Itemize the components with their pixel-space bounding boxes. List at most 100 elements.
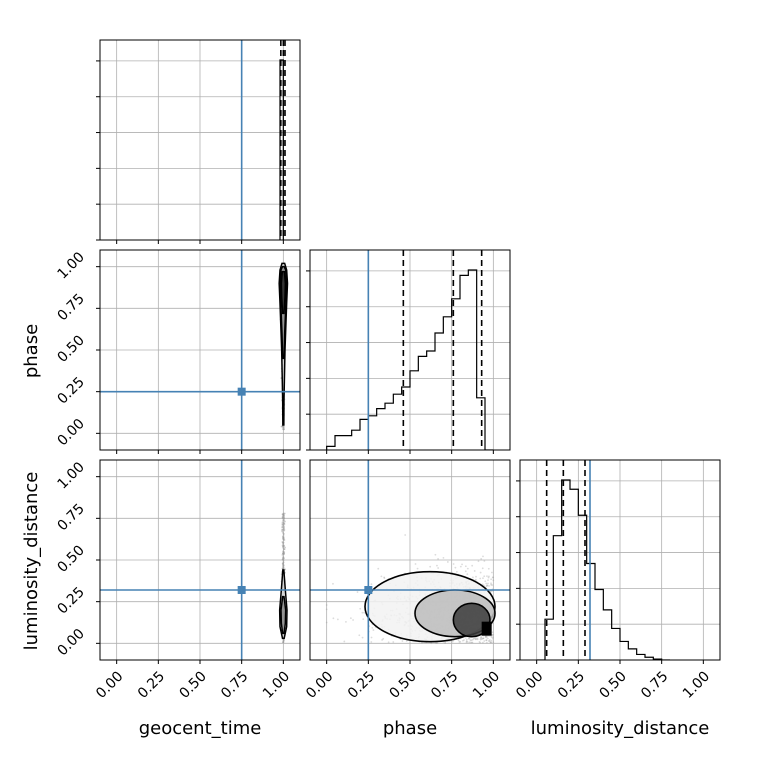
panel-content [520, 460, 720, 660]
sample-point [281, 515, 284, 518]
sample-point [485, 582, 488, 585]
sample-point [282, 565, 284, 568]
sample-point [281, 535, 284, 538]
sample-point [352, 619, 354, 621]
sample-point [480, 636, 482, 639]
x-tick-label: 1.00 [470, 668, 503, 701]
sample-point [437, 558, 439, 560]
sample-point [482, 637, 485, 640]
sample-point [458, 641, 461, 643]
sample-point [437, 567, 440, 569]
sample-point [416, 567, 419, 570]
sample-point [459, 565, 462, 568]
sample-point [490, 571, 493, 574]
x-tick-label: 0.25 [135, 668, 168, 701]
sample-point [284, 520, 286, 523]
sample-point [281, 558, 284, 561]
x-axis-label-luminosity-distance: luminosity_distance [531, 718, 710, 739]
sample-point [461, 639, 464, 642]
sample-point [479, 577, 482, 580]
truth-marker [237, 387, 246, 396]
sample-point [446, 561, 449, 563]
x-axis-label-geocent-time: geocent_time [139, 718, 262, 739]
sample-point [479, 638, 482, 641]
sample-point [281, 567, 284, 570]
sample-point [476, 638, 479, 641]
sample-point [485, 639, 488, 642]
sample-point [487, 639, 490, 642]
y-tick-label: 0.25 [54, 584, 87, 617]
sample-point [281, 522, 284, 525]
truth-marker [237, 586, 246, 594]
sample-point [486, 575, 488, 578]
sample-point [436, 642, 439, 644]
y-tick-label: 0.75 [54, 291, 87, 324]
x-tick-label: 0.50 [596, 668, 629, 701]
sample-point [421, 642, 423, 644]
sample-point [459, 640, 462, 643]
sample-point [486, 637, 489, 640]
sample-point [345, 620, 347, 623]
y-tick-label: 1.00 [54, 459, 87, 492]
sample-point [485, 635, 487, 638]
sample-point [485, 635, 488, 638]
sample-point [471, 638, 474, 641]
y-tick-label: 0.00 [54, 626, 87, 659]
sample-point [483, 575, 486, 578]
sample-point [281, 528, 284, 531]
sample-point [283, 548, 285, 551]
density-peak [481, 621, 492, 636]
panel-frame [99, 459, 301, 661]
sample-point [492, 576, 495, 579]
sample-point [371, 626, 374, 629]
sample-point [490, 578, 493, 581]
sample-point [485, 639, 488, 642]
sample-point [281, 428, 284, 430]
sample-point [492, 579, 495, 582]
sample-point [383, 576, 386, 579]
panel-content [100, 40, 300, 240]
y-tick-label: 0.50 [54, 332, 87, 365]
sample-point [281, 425, 284, 428]
sample-point [482, 637, 485, 640]
sample-point [464, 636, 467, 639]
sample-point [332, 617, 335, 620]
sample-point [281, 541, 284, 544]
sample-point [466, 640, 469, 643]
sample-point [281, 526, 284, 529]
sample-point [381, 639, 383, 641]
sample-point [470, 641, 473, 644]
sample-point [463, 639, 465, 641]
x-tick-label: 0.75 [638, 668, 671, 701]
sample-point [363, 611, 366, 614]
histogram-luminosity_distance [536, 479, 670, 660]
sample-point [444, 642, 446, 644]
sample-point [465, 640, 468, 643]
sample-point [361, 611, 364, 614]
y-tick-label: 0.25 [54, 374, 87, 407]
sample-point [486, 584, 488, 587]
sample-point [465, 638, 468, 641]
truth-marker [364, 586, 373, 594]
sample-point [481, 567, 484, 570]
sample-point [282, 537, 284, 540]
sample-point [469, 639, 472, 642]
sample-point [474, 578, 477, 581]
x-tick-label: 0.25 [555, 668, 588, 701]
sample-point [468, 641, 471, 644]
sample-point [471, 641, 474, 644]
sample-point [282, 512, 285, 515]
x-tick-label: 0.25 [345, 668, 378, 701]
sample-point [282, 561, 285, 564]
sample-point [467, 637, 470, 640]
sample-point [325, 608, 328, 611]
sample-point [434, 553, 437, 556]
sample-point [491, 576, 494, 579]
panel-frame [519, 459, 721, 661]
sample-point [473, 637, 476, 640]
sample-point [482, 555, 484, 558]
sample-point [484, 636, 487, 639]
sample-point [485, 585, 488, 588]
sample-point [471, 564, 474, 567]
sample-point [370, 583, 373, 586]
